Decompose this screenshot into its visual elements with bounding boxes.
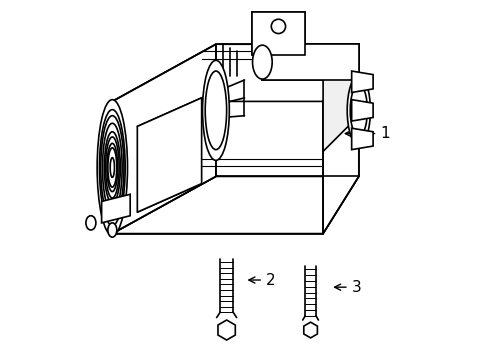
Text: 2: 2 [248, 273, 275, 288]
Ellipse shape [108, 223, 117, 237]
Ellipse shape [205, 71, 226, 150]
Ellipse shape [346, 76, 370, 145]
Polygon shape [262, 44, 358, 80]
Polygon shape [137, 98, 201, 212]
Ellipse shape [271, 19, 285, 33]
Ellipse shape [202, 60, 229, 160]
Ellipse shape [104, 132, 120, 203]
Polygon shape [112, 44, 216, 234]
Polygon shape [351, 71, 372, 93]
Ellipse shape [349, 85, 366, 136]
Polygon shape [351, 100, 372, 121]
Ellipse shape [101, 116, 123, 219]
Ellipse shape [97, 100, 127, 235]
Polygon shape [251, 12, 305, 55]
Ellipse shape [252, 45, 272, 79]
Polygon shape [112, 176, 358, 234]
Text: 3: 3 [334, 280, 361, 295]
Ellipse shape [108, 148, 117, 187]
Polygon shape [218, 320, 235, 340]
Polygon shape [112, 44, 358, 102]
Polygon shape [351, 128, 372, 150]
Polygon shape [303, 322, 317, 338]
Ellipse shape [110, 158, 114, 177]
Ellipse shape [86, 216, 96, 230]
Polygon shape [102, 194, 130, 223]
Polygon shape [323, 44, 358, 152]
Text: 1: 1 [345, 126, 389, 141]
Polygon shape [323, 44, 358, 234]
